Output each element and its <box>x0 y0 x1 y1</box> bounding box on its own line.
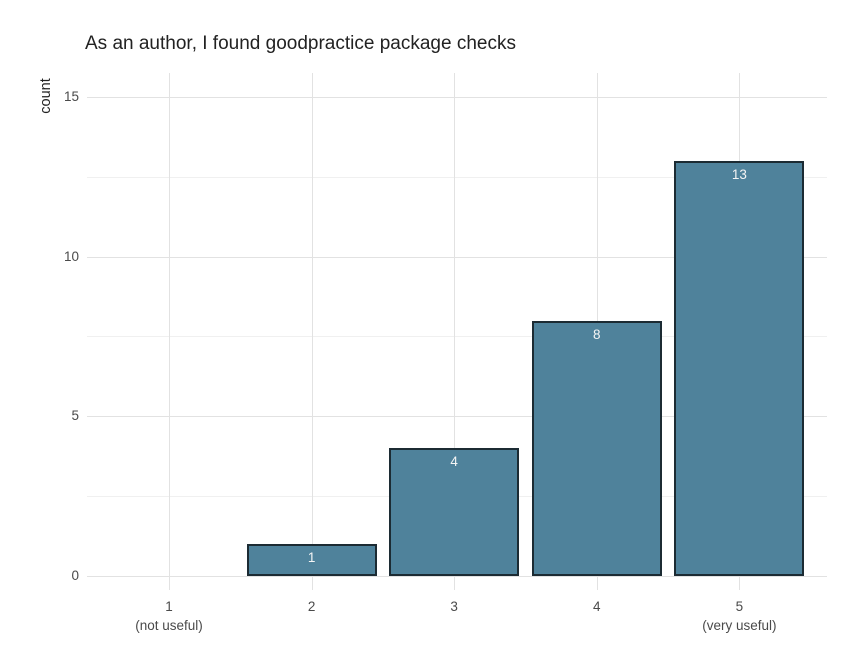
y-tick-label: 5 <box>71 408 79 424</box>
bar-value-label: 4 <box>450 454 458 470</box>
x-gridline-tick <box>311 73 313 590</box>
y-tick-label: 15 <box>63 88 79 104</box>
gridline-minor <box>87 336 827 338</box>
x-tick-sublabel: (very useful) <box>702 618 777 633</box>
gridline-minor <box>87 176 827 178</box>
gridline-major <box>87 416 827 418</box>
y-tick-label: 0 <box>71 568 79 583</box>
x-tick-label: 3 <box>450 599 458 614</box>
x-tick-sublabel: (not useful) <box>135 618 203 633</box>
bar-value-label: 8 <box>593 326 601 342</box>
bar-value-label: 1 <box>307 550 316 566</box>
x-gridline-tick <box>169 73 170 590</box>
x-tick-label: 1 (not useful) <box>99 597 239 635</box>
bar-value-label: 13 <box>731 166 747 182</box>
plot-area: 1 4 8 13 0 5 10 15 1 (not useful) 2 3 4 5 (very useful… <box>64 73 827 633</box>
gridline-major <box>87 96 827 98</box>
bar: 1 <box>246 544 377 576</box>
gridline-major <box>87 256 827 258</box>
x-gridline-tick <box>454 73 456 590</box>
x-tick-label: 5 (very useful) <box>669 597 809 635</box>
x-tick-label: 4 <box>593 599 601 614</box>
bar: 4 <box>389 448 520 576</box>
y-tick-label: 10 <box>63 248 79 264</box>
x-tick-label: 2 <box>307 599 316 614</box>
gridline-major <box>87 576 827 577</box>
bar: 13 <box>674 160 805 576</box>
bar: 8 <box>531 320 662 576</box>
chart-title: As an author, I found goodpractice packa… <box>85 33 516 54</box>
